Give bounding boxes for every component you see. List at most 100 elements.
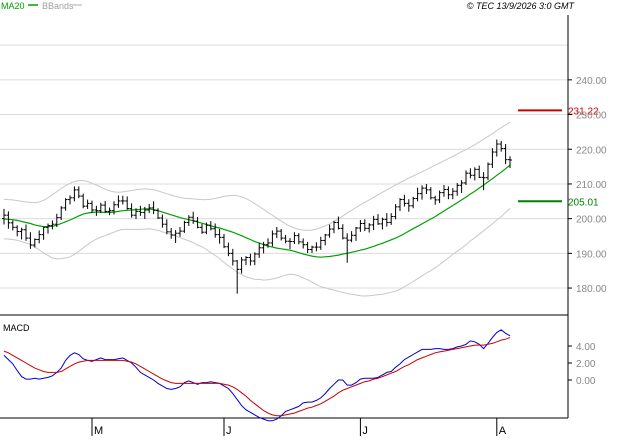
ohlc-bar (345, 233, 350, 263)
ohlc-bar (424, 183, 429, 195)
ohlc-bar (81, 193, 86, 209)
support-level-label: 205.01 (568, 197, 599, 208)
ohlc-bar (129, 203, 134, 218)
ohlc-bar (208, 221, 213, 231)
ohlc-bar (217, 229, 222, 244)
ohlc-bar (371, 215, 376, 231)
ohlc-bar (107, 207, 112, 216)
ohlc-bar (486, 162, 490, 181)
ma20-line (3, 164, 511, 258)
ohlc-bar (477, 165, 482, 179)
ohlc-bar (186, 215, 191, 226)
ohlc-bar (98, 202, 103, 214)
macd-panel: 0.00 2.00 4.00 (3, 329, 596, 422)
ohlc-bar (120, 195, 125, 205)
ohlc-bar (376, 214, 380, 225)
time-tick-label: J (226, 425, 232, 437)
ohlc-bar (54, 213, 59, 227)
ohlc-bar (182, 220, 187, 233)
ohlc-bar (349, 231, 354, 243)
chart-frame (0, 15, 569, 419)
macd-tick-label: 2.00 (576, 359, 596, 370)
ohlc-bar (450, 188, 455, 200)
ohlc-bar (362, 219, 367, 232)
ohlc-bar (134, 208, 138, 219)
ohlc-bar (354, 226, 358, 241)
time-tick-label: M (94, 425, 103, 437)
ohlc-bar (156, 208, 160, 219)
ohlc-bar (380, 217, 385, 230)
price-tick-label: 180.00 (576, 284, 607, 295)
ohlc-bar (239, 257, 244, 274)
bbands-legend-label: BBands (42, 1, 74, 11)
ohlc-bar (301, 238, 306, 249)
ohlc-bar (164, 219, 169, 235)
ohlc-bar (279, 229, 284, 241)
ohlc-bar (32, 238, 37, 248)
ohlc-bar (336, 216, 341, 230)
ohlc-bar (261, 241, 266, 254)
ohlc-bar (490, 148, 495, 168)
macd-line (3, 329, 511, 422)
bband-lower (3, 207, 511, 297)
ohlc-bar (173, 230, 178, 243)
ohlc-bar (138, 205, 143, 216)
ohlc-bar (147, 204, 152, 214)
ohlc-bar (340, 224, 345, 240)
ohlc-bar (442, 184, 446, 197)
ohlc-bar (142, 206, 147, 219)
ohlc-bar (420, 185, 424, 200)
ohlc-bar (252, 252, 257, 266)
ohlc-bar (59, 206, 64, 221)
ohlc-bar (327, 224, 332, 238)
ohlc-bar (468, 168, 473, 179)
ohlc-bar (63, 198, 68, 211)
time-axis: MJJAS (91, 418, 507, 437)
ohlc-bar (274, 226, 279, 239)
ohlc-bar (406, 199, 411, 212)
ohlc-bar (68, 195, 72, 205)
ohlc-bar (15, 225, 20, 237)
ohlc-bar (200, 223, 204, 234)
macd-tick-label: 4.00 (576, 342, 596, 353)
resistance-level-label: 231.22 (568, 106, 599, 117)
ohlc-bar (103, 200, 108, 213)
ohlc-bar (6, 211, 11, 229)
ohlc-bar (464, 170, 468, 185)
ohlc-bar (178, 226, 182, 237)
copyright-text: © TEC 13/9/2026 3:0 GMT (467, 1, 576, 11)
ohlc-bar (270, 230, 275, 247)
price-tick-label: 190.00 (576, 249, 607, 260)
ohlc-bar (459, 180, 464, 193)
ohlc-bar (112, 201, 116, 215)
ohlc-bar (50, 220, 55, 230)
ohlc-bar (455, 182, 460, 196)
ohlc-bar (125, 196, 130, 210)
ohlc-bar (235, 259, 240, 294)
ohlc-bar (314, 242, 319, 252)
ohlc-bar (244, 256, 248, 266)
price-tick-label: 240.00 (576, 76, 607, 87)
ohlc-bar (257, 242, 262, 258)
ohlc-bar (24, 224, 28, 241)
ohlc-bar (494, 139, 499, 157)
ohlc-bar (288, 238, 292, 250)
ohlc-bar (415, 187, 420, 202)
signal-line (3, 337, 511, 417)
price-tick-label: 220.00 (576, 145, 607, 156)
ohlc-bar (472, 167, 477, 181)
ohlc-bar (230, 248, 235, 266)
ohlc-bar (222, 233, 226, 249)
ohlc-bar (398, 198, 402, 212)
ohlc-bar (72, 186, 77, 202)
ohlc-bar (248, 253, 253, 266)
ohlc-bar (85, 199, 90, 209)
ohlc-bar (437, 190, 442, 204)
ohlc-bar (428, 187, 433, 200)
bollinger-bands (3, 121, 511, 297)
ohlc-bar (446, 186, 451, 200)
time-tick-label: J (362, 425, 368, 437)
bband-upper (3, 121, 511, 231)
ohlc-bar (266, 238, 270, 248)
price-grid (0, 44, 568, 289)
